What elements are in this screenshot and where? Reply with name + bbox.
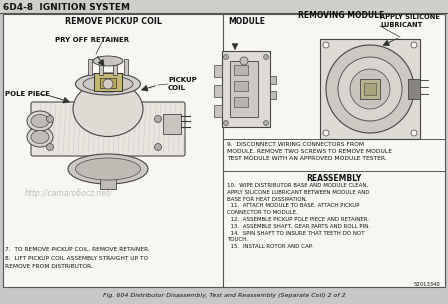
Ellipse shape [83, 76, 133, 92]
Bar [408, 79, 420, 99]
Text: APPLY SILICONE
LUBRICANT: APPLY SILICONE LUBRICANT [380, 14, 440, 28]
Text: REMOVE PICKUP COIL: REMOVE PICKUP COIL [65, 16, 161, 26]
Bar [0, 0, 448, 13]
Bar [163, 114, 181, 134]
Text: MODULE: MODULE [228, 18, 265, 26]
Circle shape [47, 116, 53, 123]
Bar [270, 76, 276, 84]
Ellipse shape [73, 81, 143, 136]
Circle shape [240, 57, 248, 65]
Bar [320, 39, 420, 139]
Text: 6D4-8  IGNITION SYSTEM: 6D4-8 IGNITION SYSTEM [3, 2, 130, 12]
Bar [222, 51, 270, 127]
Circle shape [323, 42, 329, 48]
Circle shape [411, 130, 417, 136]
Text: PICKUP
COIL: PICKUP COIL [168, 77, 197, 91]
Circle shape [155, 143, 161, 150]
Ellipse shape [27, 111, 53, 131]
Text: REMOVE FROM DISTRIBUTOR.: REMOVE FROM DISTRIBUTOR. [5, 264, 93, 270]
Bar [234, 65, 248, 75]
Bar [214, 85, 222, 97]
Text: 9.  DISCONNECT WIRING CONNECTORS FROM
MODULE. REMOVE TWO SCREWS TO REMOVE MODULE: 9. DISCONNECT WIRING CONNECTORS FROM MOD… [227, 142, 392, 161]
Circle shape [263, 54, 268, 60]
Bar [88, 59, 92, 75]
Bar [234, 97, 248, 107]
Ellipse shape [93, 56, 123, 66]
Ellipse shape [76, 158, 141, 180]
Circle shape [350, 69, 390, 109]
Bar [364, 83, 376, 95]
Bar [113, 59, 117, 75]
Text: PRY OFF RETAINER: PRY OFF RETAINER [55, 37, 129, 43]
Text: http://camaro6ocz.net/: http://camaro6ocz.net/ [25, 189, 112, 199]
Circle shape [47, 143, 53, 150]
Bar [124, 59, 128, 75]
Circle shape [224, 54, 228, 60]
Text: REASSEMBLY: REASSEMBLY [306, 174, 362, 183]
Circle shape [103, 79, 113, 89]
Text: 8.  LIFT PICKUP COIL ASSEMBLY STRAIGHT UP TO: 8. LIFT PICKUP COIL ASSEMBLY STRAIGHT UP… [5, 255, 148, 261]
Bar [99, 59, 103, 75]
Bar [214, 65, 222, 77]
Bar [100, 167, 116, 189]
Circle shape [224, 120, 228, 126]
Ellipse shape [68, 154, 148, 184]
Bar [360, 79, 380, 99]
Bar [214, 105, 222, 117]
Ellipse shape [76, 73, 141, 95]
Text: 52013340: 52013340 [413, 282, 440, 288]
Circle shape [263, 120, 268, 126]
Bar [230, 61, 258, 117]
Bar [234, 81, 248, 91]
Circle shape [326, 45, 414, 133]
Ellipse shape [31, 130, 49, 143]
FancyBboxPatch shape [31, 102, 185, 156]
Text: 7.  TO REMOVE PICKUP COIL, REMOVE RETAINER.: 7. TO REMOVE PICKUP COIL, REMOVE RETAINE… [5, 247, 150, 251]
Text: Fig. 604 Distributor Disassembly, Test and Reassembly (Separate Coil) 2 of 2: Fig. 604 Distributor Disassembly, Test a… [103, 292, 345, 298]
Bar [3, 14, 445, 287]
Bar [270, 91, 276, 99]
Circle shape [155, 116, 161, 123]
Bar [100, 78, 116, 88]
Text: POLE PIECE: POLE PIECE [5, 91, 50, 97]
Text: 10.  WIPE DISTRIBUTOR BASE AND MODULE CLEAN,
APPLY SILICONE LUBRICANT BETWEEN MO: 10. WIPE DISTRIBUTOR BASE AND MODULE CLE… [227, 183, 370, 249]
Text: REMOVING MODULE: REMOVING MODULE [298, 12, 384, 20]
Circle shape [323, 130, 329, 136]
Bar [94, 73, 122, 91]
Circle shape [338, 57, 402, 121]
Ellipse shape [27, 127, 53, 147]
Circle shape [411, 42, 417, 48]
Ellipse shape [31, 115, 49, 127]
